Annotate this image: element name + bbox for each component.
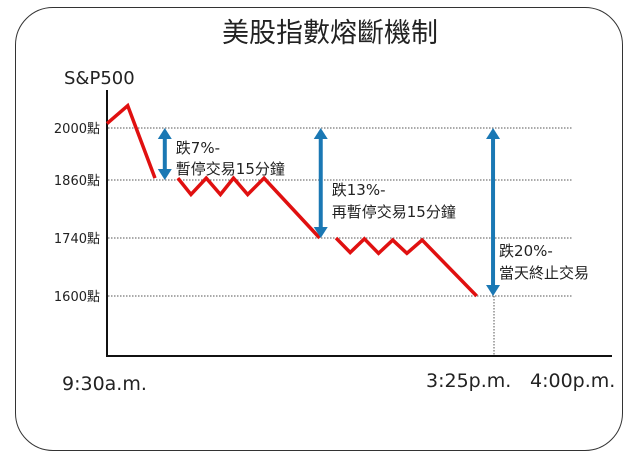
y-tick-label: 1600點	[54, 290, 100, 305]
annotation-line1: 跌7%-	[176, 139, 220, 157]
annotation-line2: 再暫停交易15分鐘	[332, 203, 456, 221]
annotation-line1: 跌13%-	[332, 181, 386, 199]
index-line-segment	[334, 236, 478, 298]
arrow-down-head-icon	[486, 285, 501, 296]
drop-arrow: 跌20%- 當天終止交易	[486, 128, 589, 296]
index-line-segment	[105, 102, 157, 179]
x-label-close: 4:00p.m.	[530, 370, 615, 392]
annotation-line2: 當天終止交易	[499, 264, 589, 282]
arrow-up-head-icon	[313, 128, 328, 139]
annotation-line1: 跌20%-	[499, 242, 553, 260]
arrow-up-head-icon	[486, 128, 501, 139]
arrow-down-head-icon	[313, 227, 328, 238]
drop-arrow: 跌13%- 再暫停交易15分鐘	[313, 128, 456, 238]
y-tick-label: 1740點	[54, 232, 100, 247]
diagram-frame	[15, 7, 623, 451]
y-tick-label: 2000點	[54, 122, 100, 137]
chart-title: 美股指數熔斷機制	[222, 18, 438, 49]
arrow-up-head-icon	[157, 128, 172, 139]
x-label-halt: 3:25p.m.	[426, 370, 511, 392]
x-label-open: 9:30a.m.	[62, 373, 147, 395]
index-line-segment	[176, 175, 321, 240]
y-tick-label: 1860點	[54, 174, 100, 189]
arrow-down-head-icon	[157, 169, 172, 180]
y-axis-label: S&P500	[64, 68, 135, 89]
annotation-line2: 暫停交易15分鐘	[176, 160, 285, 178]
drop-arrow: 跌7%- 暫停交易15分鐘	[157, 128, 285, 180]
